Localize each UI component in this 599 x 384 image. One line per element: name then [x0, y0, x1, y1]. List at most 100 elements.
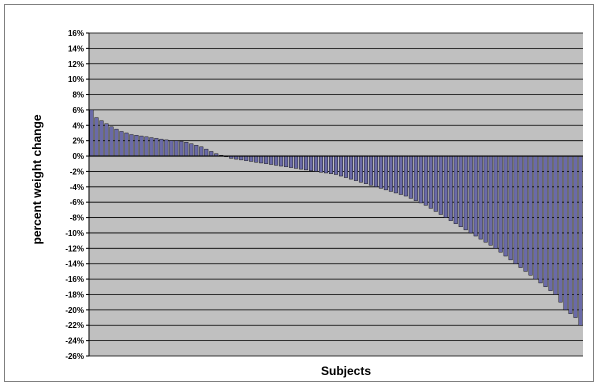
- bar: [358, 155, 363, 183]
- bar: [433, 155, 438, 212]
- bar: [319, 155, 324, 173]
- y-tick-label: 2%: [72, 137, 84, 146]
- bar: [304, 155, 309, 171]
- bar: [428, 155, 433, 209]
- y-tick-label: -12%: [65, 244, 84, 253]
- bar: [368, 155, 373, 186]
- bar: [408, 155, 413, 199]
- bar: [548, 155, 553, 291]
- bar: [528, 155, 533, 276]
- bar: [154, 138, 159, 157]
- bar: [553, 155, 558, 295]
- bar: [119, 131, 124, 157]
- bar: [503, 155, 508, 257]
- bar: [498, 155, 503, 253]
- y-tick-label: -18%: [65, 290, 84, 299]
- bar: [338, 155, 343, 177]
- bar: [468, 155, 473, 234]
- bar: [383, 155, 388, 191]
- bar: [568, 155, 573, 314]
- chart-frame: 16% 14% 12% 10% 8% 6% 4% 2% 0% -2% -4% -6% -8% -10% -1…: [4, 4, 594, 382]
- bar: [463, 155, 468, 231]
- bar: [139, 135, 144, 157]
- bar: [523, 155, 528, 272]
- bar: [264, 155, 269, 164]
- bar: [179, 141, 184, 157]
- x-axis-title: Subjects: [321, 364, 371, 378]
- y-tick-label: 8%: [72, 91, 84, 100]
- bar: [174, 140, 179, 157]
- bar: [199, 146, 204, 157]
- bar: [443, 155, 448, 218]
- bar: [563, 155, 568, 311]
- y-tick-label: -22%: [65, 321, 84, 330]
- bar: [144, 136, 149, 157]
- y-tick-label: 6%: [72, 106, 84, 115]
- y-tick-label: -10%: [65, 229, 84, 238]
- bar: [184, 142, 189, 157]
- bar: [478, 155, 483, 240]
- bar: [289, 155, 294, 168]
- bar: [398, 155, 403, 195]
- bar: [269, 155, 274, 165]
- bar: [418, 155, 423, 204]
- bar: [453, 155, 458, 224]
- bar: [483, 155, 488, 243]
- y-tick-label: -24%: [65, 337, 84, 346]
- bar: [159, 138, 164, 157]
- bar: [249, 155, 254, 162]
- bar: [134, 135, 139, 157]
- y-tick-label: -4%: [70, 183, 84, 192]
- bar: [538, 155, 543, 284]
- y-tick-label: -26%: [65, 352, 84, 361]
- bar: [149, 137, 154, 157]
- bar: [294, 155, 299, 169]
- bar: [324, 155, 329, 174]
- bar: [578, 155, 583, 326]
- bar: [473, 155, 478, 237]
- y-tick-label: 10%: [68, 75, 84, 84]
- bar: [543, 155, 548, 287]
- y-tick-label: -2%: [70, 167, 84, 176]
- bar: [448, 155, 453, 221]
- bar: [314, 155, 319, 172]
- bar: [403, 155, 408, 197]
- bar: [334, 155, 338, 175]
- y-axis-ticks: 16% 14% 12% 10% 8% 6% 4% 2% 0% -2% -4% -6% -8% -10% -1…: [65, 29, 89, 361]
- bar: [348, 155, 353, 180]
- y-tick-label: -8%: [70, 214, 84, 223]
- y-tick-label: 0%: [72, 152, 84, 161]
- bar: [309, 155, 314, 171]
- bar: [458, 155, 463, 228]
- bar: [204, 148, 209, 157]
- bar: [99, 120, 104, 157]
- y-axis-title: percent weight change: [30, 114, 44, 244]
- y-tick-label: 4%: [72, 121, 84, 130]
- bar: [194, 145, 199, 157]
- bar: [558, 155, 563, 303]
- bar: [488, 155, 493, 246]
- y-tick-label: -14%: [65, 260, 84, 269]
- bar: [244, 155, 249, 161]
- bar: [89, 109, 94, 157]
- bar: [438, 155, 443, 215]
- bar: [109, 126, 114, 157]
- y-tick-label: 12%: [68, 60, 84, 69]
- y-tick-label: -6%: [70, 198, 84, 207]
- bar: [518, 155, 523, 268]
- bar: [189, 143, 194, 157]
- bar: [299, 155, 304, 170]
- bar: [329, 155, 334, 174]
- bar: [423, 155, 428, 206]
- bar: [393, 155, 398, 194]
- bar: [124, 132, 129, 157]
- bar: [129, 134, 134, 157]
- bar: [508, 155, 513, 261]
- bar: [378, 155, 383, 189]
- bar: [533, 155, 538, 280]
- bar: [373, 155, 378, 188]
- bar: [169, 140, 174, 157]
- bar: [274, 155, 279, 166]
- bar: [343, 155, 348, 178]
- bar: [259, 155, 264, 164]
